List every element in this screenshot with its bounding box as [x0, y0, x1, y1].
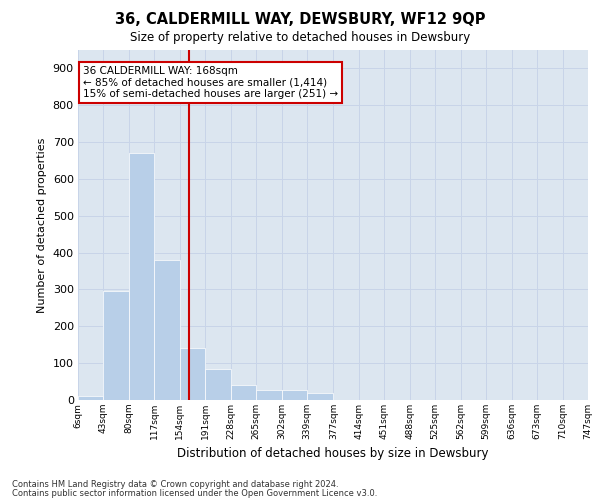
Text: 36 CALDERMILL WAY: 168sqm
← 85% of detached houses are smaller (1,414)
15% of se: 36 CALDERMILL WAY: 168sqm ← 85% of detac…	[83, 66, 338, 99]
Text: Size of property relative to detached houses in Dewsbury: Size of property relative to detached ho…	[130, 31, 470, 44]
Text: Contains public sector information licensed under the Open Government Licence v3: Contains public sector information licen…	[12, 488, 377, 498]
Bar	[180, 348, 205, 400]
Bar	[154, 260, 180, 400]
Y-axis label: Number of detached properties: Number of detached properties	[37, 138, 47, 312]
Text: 36, CALDERMILL WAY, DEWSBURY, WF12 9QP: 36, CALDERMILL WAY, DEWSBURY, WF12 9QP	[115, 12, 485, 28]
Bar	[129, 153, 154, 400]
Bar	[231, 386, 256, 400]
Bar	[78, 396, 103, 400]
Bar	[256, 390, 282, 400]
Bar	[282, 390, 307, 400]
X-axis label: Distribution of detached houses by size in Dewsbury: Distribution of detached houses by size …	[177, 448, 489, 460]
Bar	[205, 368, 231, 400]
Bar	[103, 292, 129, 400]
Bar	[307, 394, 334, 400]
Text: Contains HM Land Registry data © Crown copyright and database right 2024.: Contains HM Land Registry data © Crown c…	[12, 480, 338, 489]
